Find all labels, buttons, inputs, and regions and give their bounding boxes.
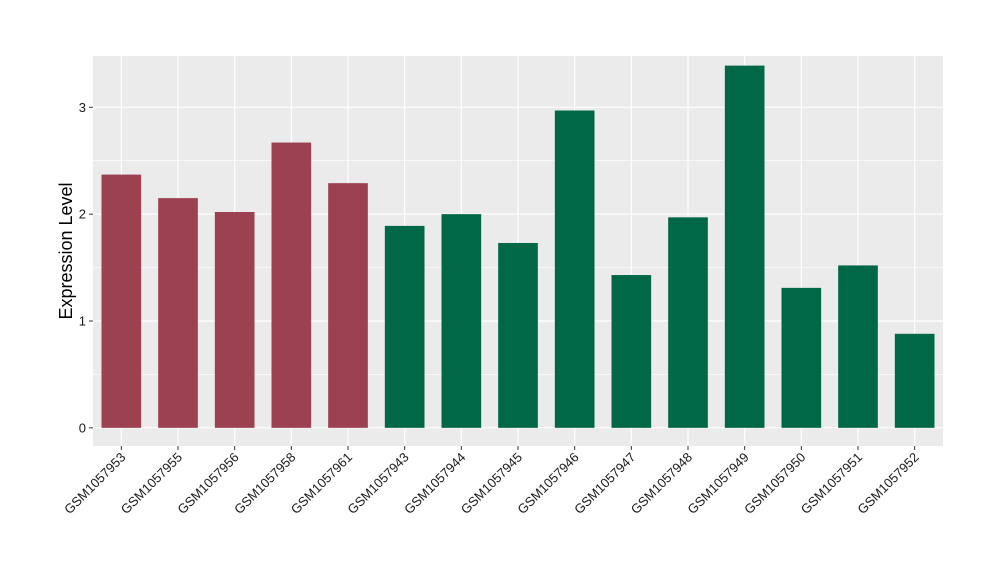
bar-GSM1057948 [668, 217, 708, 428]
bar-GSM1057943 [384, 225, 425, 428]
y-axis-title: Expression Level [56, 182, 76, 319]
bar-GSM1057955 [158, 198, 198, 428]
bar-GSM1057947 [611, 275, 652, 428]
y-tick-label: 3 [79, 100, 86, 115]
y-tick-label: 0 [79, 420, 86, 435]
bar-GSM1057961 [328, 183, 368, 428]
bar-GSM1057956 [214, 212, 255, 428]
y-axis: 0 1 2 3 [79, 100, 93, 435]
bar-GSM1057945 [498, 242, 538, 428]
bar-GSM1057944 [441, 214, 482, 428]
y-tick-label: 2 [79, 207, 86, 222]
bar-GSM1057950 [781, 287, 822, 428]
bar-GSM1057958 [271, 142, 312, 428]
y-tick-label: 1 [79, 313, 86, 328]
bar-GSM1057952 [894, 333, 935, 428]
bar-GSM1057946 [554, 110, 595, 428]
bar-GSM1057953 [101, 174, 142, 428]
bar-GSM1057951 [838, 265, 878, 428]
x-axis: GSM1057953GSM1057955GSM1057956GSM1057958… [61, 446, 922, 517]
bars [101, 65, 935, 428]
bar-GSM1057949 [724, 65, 765, 428]
